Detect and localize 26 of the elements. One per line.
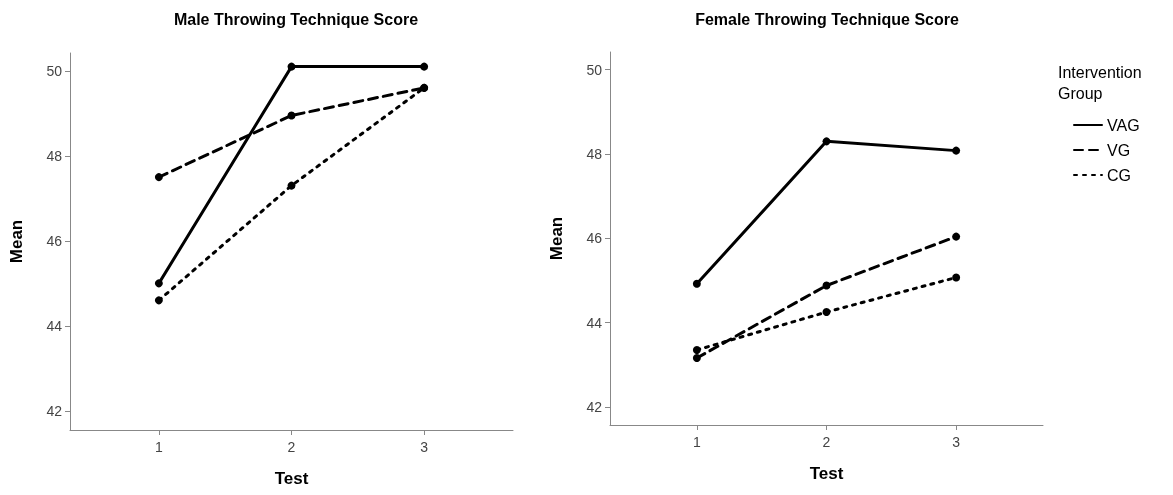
y-tick-label: 46 [46, 232, 63, 249]
chart-title: Male Throwing Technique Score [173, 10, 419, 28]
legend-label: VG [1107, 141, 1131, 159]
y-tick-label: 50 [586, 61, 603, 78]
y-tick-label: 50 [46, 62, 63, 79]
x-tick-label: 1 [154, 439, 163, 455]
y-axis-title: Mean [547, 216, 566, 261]
x-tick-label: 2 [287, 439, 296, 455]
x-tick-label: 3 [952, 434, 961, 450]
x-axis-title: Test [274, 469, 309, 488]
y-tick-label: 44 [46, 317, 63, 334]
y-tick-label: 42 [46, 402, 63, 419]
y-tick-label: 44 [586, 314, 603, 331]
y-tick-label: 48 [586, 146, 603, 162]
x-tick-label: 3 [420, 439, 429, 455]
x-tick-label: 1 [692, 434, 701, 450]
y-axis-title: Mean [7, 219, 26, 264]
legend-label: VAG [1107, 116, 1140, 134]
x-tick-label: 2 [822, 434, 831, 450]
y-tick-label: 48 [46, 147, 63, 164]
chart-title: Female Throwing Technique Score [695, 10, 959, 28]
y-tick-label: 42 [586, 398, 603, 415]
y-tick-label: 46 [586, 230, 603, 247]
legend-label: CG [1107, 166, 1131, 184]
legend-title: Intervention Group [1058, 64, 1147, 102]
x-axis-title: Test [809, 464, 844, 483]
